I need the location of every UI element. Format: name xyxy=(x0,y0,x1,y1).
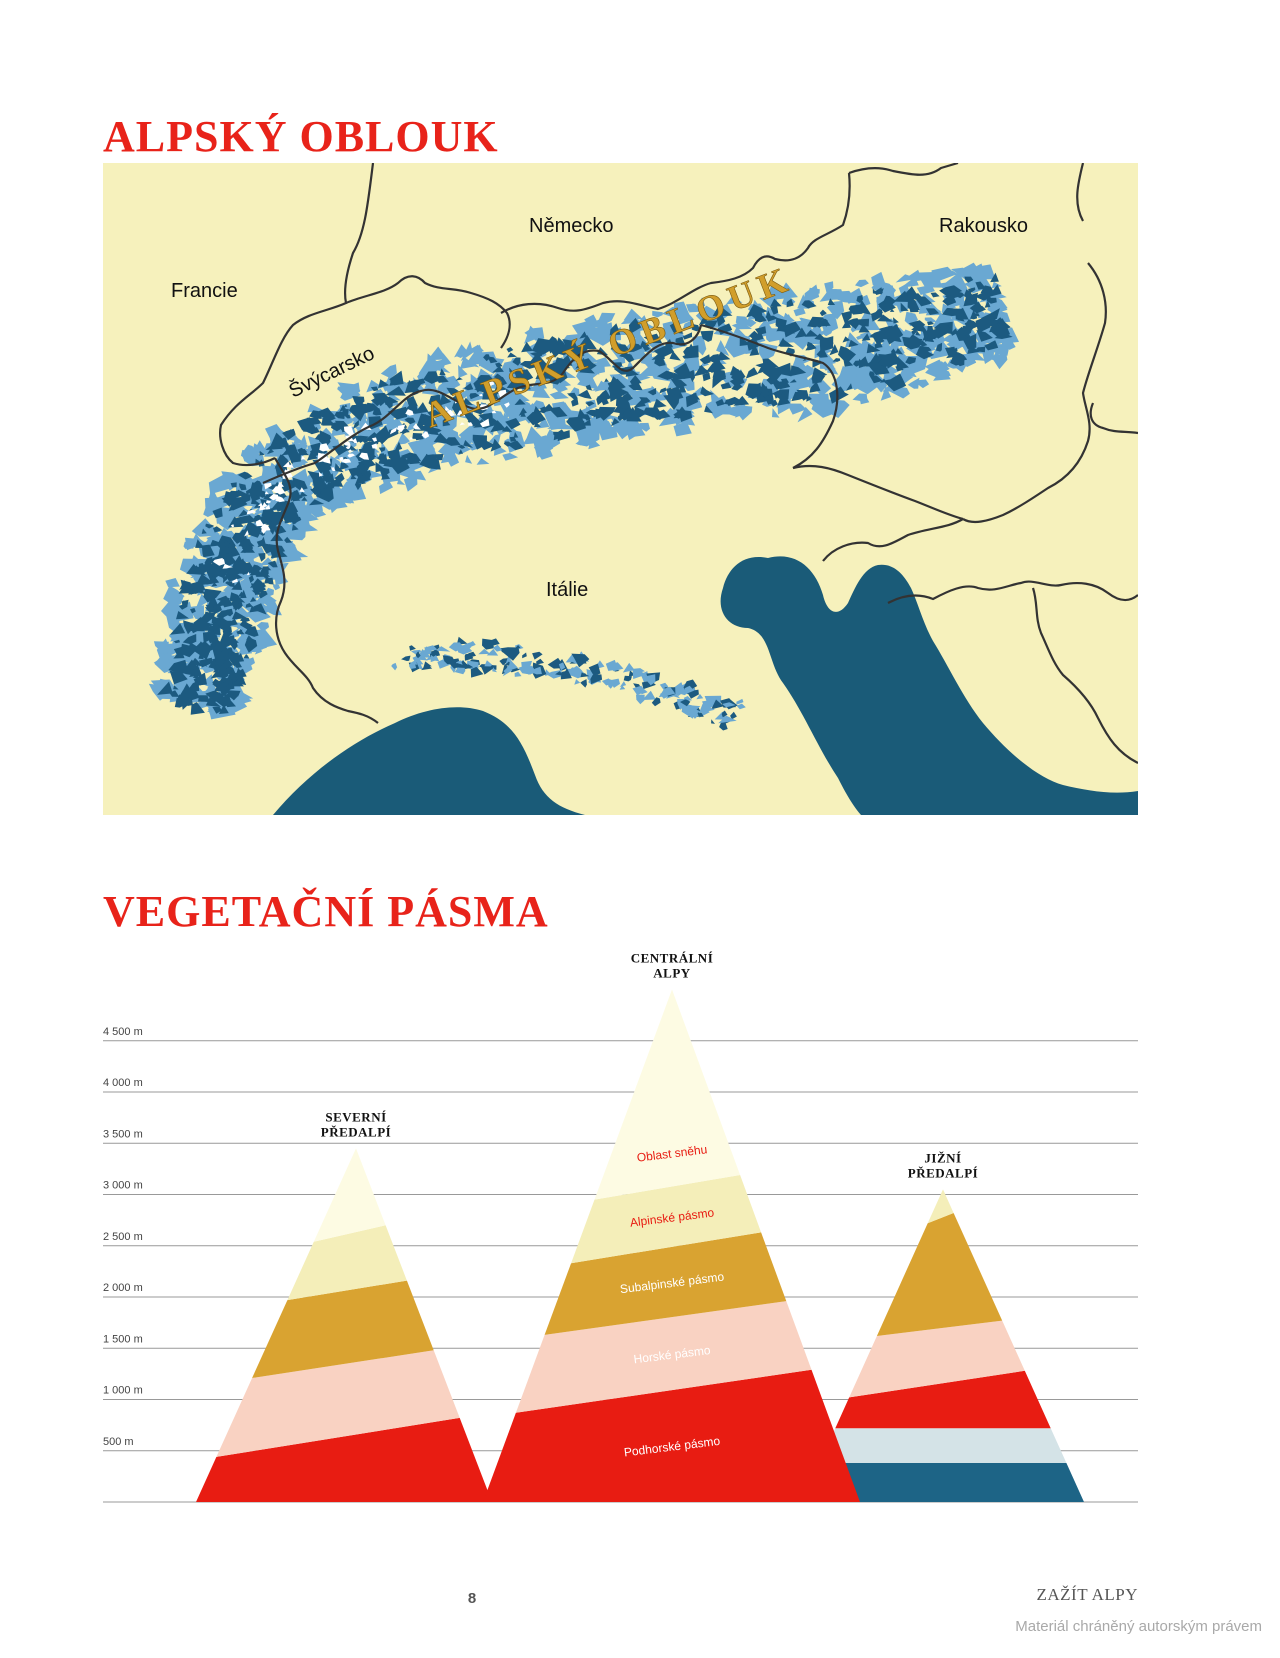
band-jizni-subalpinske xyxy=(876,1213,1003,1336)
mountain-title-centralni: CENTRÁLNÍ ALPY xyxy=(631,951,714,981)
axis-tick-label: 1 000 m xyxy=(103,1385,143,1397)
axis-tick-label: 3 000 m xyxy=(103,1180,143,1192)
band-centralni-horske xyxy=(515,1301,812,1413)
band-severni-subalpinske xyxy=(252,1280,434,1378)
band-jizni-base_light xyxy=(819,1428,1067,1463)
band-severni-podhorske xyxy=(196,1417,492,1502)
country-borders xyxy=(219,163,1138,764)
adriatic-sea xyxy=(720,556,1138,815)
border-switzerland-italy xyxy=(262,324,703,485)
band-severni-horske xyxy=(216,1350,460,1457)
band-jizni-base_dark xyxy=(802,1463,1084,1502)
border-germany-switzerland xyxy=(345,275,511,349)
book-title: ZAŽÍT ALPY xyxy=(1036,1585,1138,1604)
vegetation-zones-chart: 500 m 1 000 m 1 500 m 2 000 m 2 500 m 3 000 m… xyxy=(0,940,1280,1520)
axis-tick-label: 2 500 m xyxy=(103,1231,143,1243)
axis-tick-label: 4 500 m xyxy=(103,1026,143,1038)
border-croatia xyxy=(887,580,1138,604)
mountain-centralni xyxy=(483,989,860,1502)
band-centralni-subalpinske xyxy=(544,1232,787,1335)
label-italy: Itálie xyxy=(546,579,588,601)
mountain-jizni xyxy=(802,1189,1084,1502)
band-centralni-snih xyxy=(594,989,741,1200)
border-east xyxy=(1089,402,1138,435)
axis-tick-label: 2 000 m xyxy=(103,1282,143,1294)
band-severni-alpinske xyxy=(287,1225,407,1301)
border-austria-east xyxy=(962,163,1107,524)
border-slovenia xyxy=(822,518,964,562)
border-france-italy xyxy=(274,457,379,724)
band-jizni-podhorske xyxy=(835,1370,1051,1429)
border-austria-south xyxy=(792,464,964,521)
ligurian-sea xyxy=(273,707,585,815)
axis-tick-label: 3 500 m xyxy=(103,1128,143,1140)
border-germany-austria xyxy=(500,172,851,314)
axis-tick-label: 500 m xyxy=(103,1436,134,1448)
mountain-profiles xyxy=(196,989,1084,1502)
alps-map: Francie Německo Rakousko Švýcarsko Itáli… xyxy=(103,163,1138,815)
band-centralni-podhorske xyxy=(483,1369,860,1502)
band-centralni-alpinske xyxy=(571,1175,762,1264)
mountain-severni xyxy=(196,1148,492,1502)
label-france: Francie xyxy=(171,280,238,302)
label-austria: Rakousko xyxy=(939,215,1028,237)
copyright-watermark: Materiál chráněný autorským právem xyxy=(1015,1618,1262,1635)
border-france-switzerland xyxy=(219,163,375,467)
vegetation-title: VEGETAČNÍ PÁSMA xyxy=(103,887,549,936)
band-jizni-horske xyxy=(849,1320,1025,1398)
map-title: ALPSKÝ OBLOUK xyxy=(103,112,499,161)
alps-map-svg: Francie Německo Rakousko Švýcarsko Itáli… xyxy=(103,163,1138,815)
mountain-title-jizni: JIŽNÍ PŘEDALPÍ xyxy=(908,1150,978,1180)
border-croatia-south xyxy=(1031,587,1138,764)
axis-tick-label: 1 500 m xyxy=(103,1333,143,1345)
page-number: 8 xyxy=(467,1590,477,1607)
border-italy-austria xyxy=(700,323,839,469)
border-austria-north xyxy=(848,163,959,176)
band-severni-snih xyxy=(313,1148,386,1242)
band-jizni-alpinske xyxy=(927,1189,954,1224)
mountain-title-severni: SEVERNÍ PŘEDALPÍ xyxy=(321,1109,391,1139)
axis-tick-label: 4 000 m xyxy=(103,1077,143,1089)
label-germany: Německo xyxy=(529,215,613,237)
vegetation-zones-svg: 500 m 1 000 m 1 500 m 2 000 m 2 500 m 3 000 m… xyxy=(103,951,1138,1503)
alpine-arc-mountains xyxy=(148,262,1019,731)
